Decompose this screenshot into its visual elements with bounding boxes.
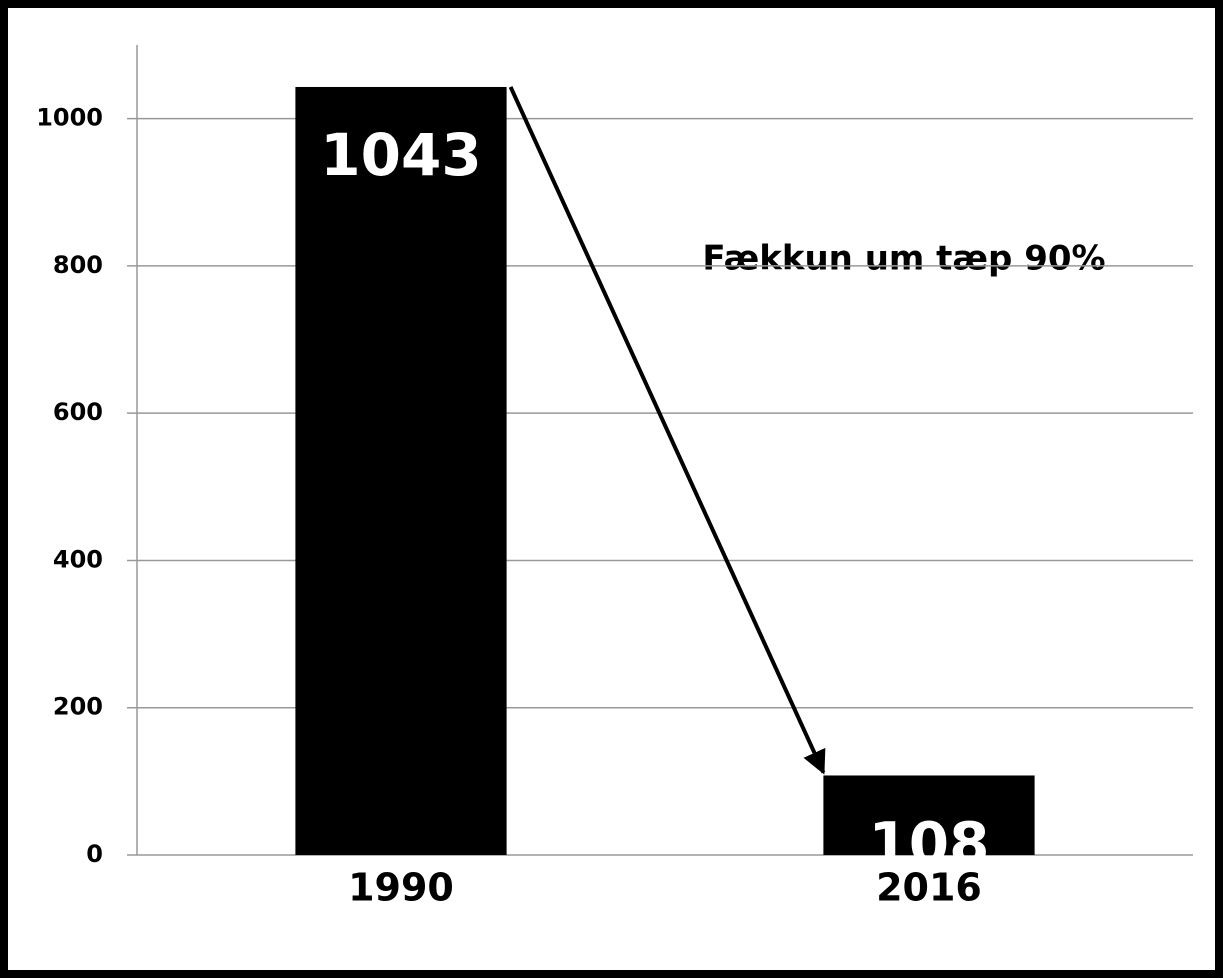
value-label: 1043 <box>320 121 481 189</box>
y-tick-label: 200 <box>53 693 103 721</box>
bar <box>295 86 507 856</box>
y-tick-label: 800 <box>53 251 103 279</box>
x-tick-label: 1990 <box>348 866 454 910</box>
y-tick-label: 600 <box>53 398 103 426</box>
bar <box>823 775 1035 855</box>
y-tick-label: 0 <box>86 840 103 868</box>
x-tick-label: 2016 <box>876 866 982 910</box>
arrow <box>508 86 826 775</box>
y-tick-label: 400 <box>53 545 103 573</box>
y-tick-label: 1000 <box>36 104 103 132</box>
value-label: 108 <box>868 810 989 878</box>
annotation: Fækkun um tæp 90% <box>702 239 1105 279</box>
